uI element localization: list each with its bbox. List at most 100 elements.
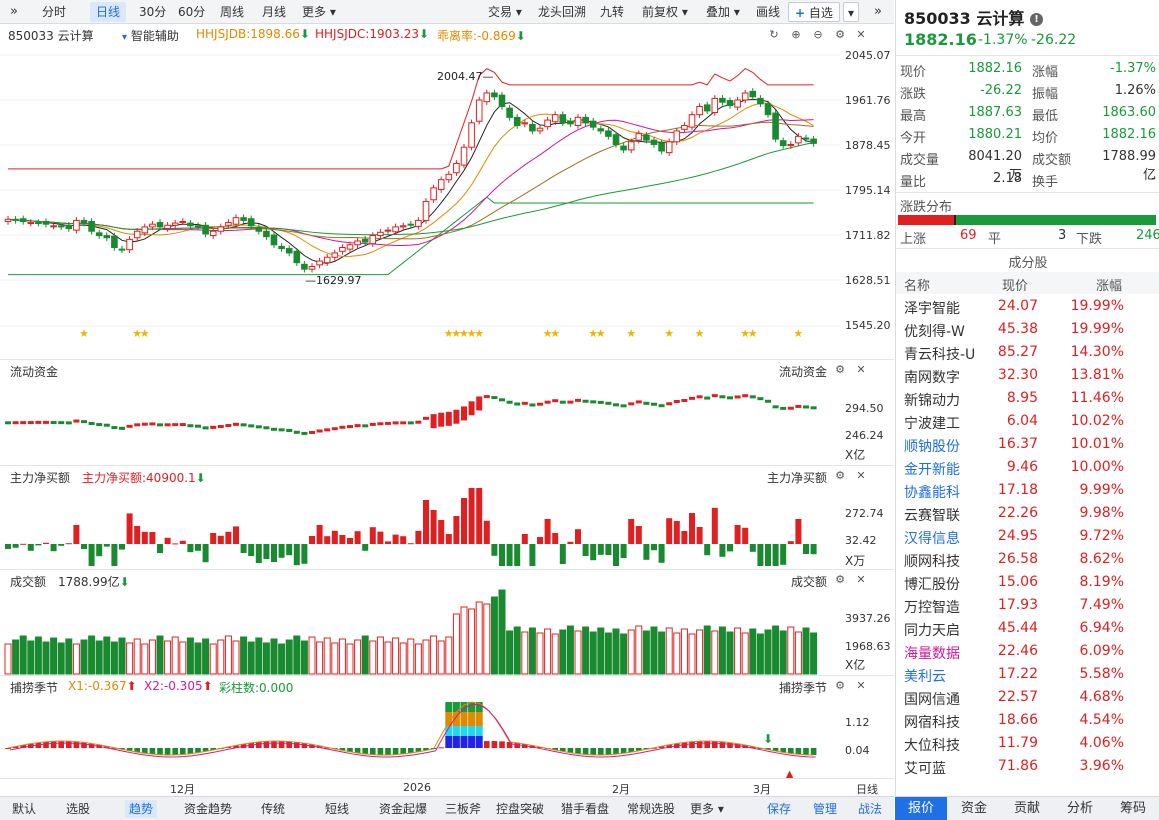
strategy-default[interactable]: 默认 — [12, 802, 37, 816]
y-tick: 1.12 — [845, 716, 870, 729]
strategy-stock-pick[interactable]: 选股 — [66, 802, 91, 816]
list-item[interactable]: 同力天启 45.44 6.94% — [896, 617, 1159, 640]
col-change[interactable]: 涨幅 — [1096, 279, 1123, 294]
trade-button[interactable]: 交易 ▾ — [488, 5, 522, 19]
strategy-control-break[interactable]: 控盘突破 — [496, 802, 545, 816]
candle-body — [392, 226, 399, 233]
list-item[interactable]: 海量数据 22.46 6.09% — [896, 640, 1159, 663]
liquidity-bar — [673, 400, 680, 404]
close-icon[interactable]: ✕ — [856, 573, 866, 586]
strategy-traditional[interactable]: 传统 — [261, 802, 286, 816]
strategy-fund-burst[interactable]: 资金起爆 — [379, 802, 428, 816]
list-item[interactable]: 南网数字 32.30 13.81% — [896, 364, 1159, 387]
info-icon[interactable]: ! — [1029, 13, 1043, 26]
tactics-button[interactable]: 战法 — [858, 802, 883, 816]
candle-body — [118, 248, 126, 251]
liquidity-bar — [217, 424, 224, 428]
zoom-in-icon[interactable]: ⊕ — [791, 28, 801, 41]
collapse-left-icon[interactable]: » — [10, 4, 18, 19]
strategy-short[interactable]: 短线 — [325, 802, 350, 816]
list-item[interactable]: 国网信通 22.57 4.68% — [896, 686, 1159, 709]
tab-analysis[interactable]: 分析 — [1066, 801, 1093, 816]
season-title-right: 捕捞季节 — [779, 681, 828, 695]
list-item[interactable]: 顺网科技 26.58 8.62% — [896, 548, 1159, 571]
list-item[interactable]: 艾可蓝 71.86 3.96% — [896, 755, 1159, 778]
tab-weekly[interactable]: 周线 — [220, 5, 245, 19]
settings-icon[interactable]: ⚙ — [835, 573, 845, 586]
more-periods-button[interactable]: 更多 ▾ — [302, 5, 336, 19]
refresh-icon[interactable]: ↻ — [769, 28, 779, 41]
strategy-fund-trend[interactable]: 资金趋势 — [184, 802, 233, 816]
tab-intraday[interactable]: 分时 — [42, 5, 67, 19]
tab-daily[interactable]: 日线 — [90, 2, 127, 22]
list-item[interactable]: 青云科技-U 85.27 14.30% — [896, 341, 1159, 364]
add-watchlist-button[interactable]: + 自选 — [788, 2, 840, 22]
strategy-hunter[interactable]: 猎手看盘 — [561, 802, 610, 816]
tab-30min[interactable]: 30分 — [139, 5, 167, 19]
settings-icon[interactable]: ⚙ — [835, 363, 845, 376]
turnover-bar — [566, 625, 574, 675]
list-item[interactable]: 泽宇智能 24.07 19.99% — [896, 295, 1159, 318]
leader-replay-button[interactable]: 龙头回溯 — [538, 5, 587, 19]
mainforce-bar — [392, 534, 399, 544]
tab-contribution[interactable]: 贡献 — [1013, 801, 1040, 816]
mainforce-bar — [514, 544, 521, 566]
mainforce-bar — [354, 531, 361, 544]
tab-chips[interactable]: 筹码 — [1119, 801, 1146, 816]
list-item[interactable]: 博汇股份 15.06 8.19% — [896, 571, 1159, 594]
close-icon[interactable]: ✕ — [856, 469, 866, 482]
nine-turn-button[interactable]: 九转 — [600, 5, 625, 19]
tab-fund[interactable]: 资金 — [960, 801, 987, 816]
stock-change: 11.46% — [1070, 390, 1124, 406]
strategy-more[interactable]: 更多 ▾ — [690, 802, 724, 816]
list-item[interactable]: 顺钠股份 16.37 10.01% — [896, 433, 1159, 456]
settings-icon[interactable]: ⚙ — [835, 679, 845, 692]
settings-icon[interactable]: ⚙ — [835, 469, 845, 482]
list-item[interactable]: 大位科技 11.79 4.06% — [896, 732, 1159, 755]
list-item[interactable]: 网宿科技 18.66 4.54% — [896, 709, 1159, 732]
list-item[interactable]: 汉得信息 24.95 9.72% — [896, 525, 1159, 548]
adjust-button[interactable]: 前复权 ▾ — [642, 5, 688, 19]
list-item[interactable]: 万控智造 17.93 7.49% — [896, 594, 1159, 617]
list-item[interactable]: 优刻得-W 45.38 19.99% — [896, 318, 1159, 341]
season-bar — [339, 748, 346, 751]
settings-icon[interactable]: ⚙ — [835, 28, 845, 41]
col-name[interactable]: 名称 — [904, 279, 931, 294]
liquidity-bar — [225, 423, 232, 427]
list-item[interactable]: 新锦动力 8.95 11.46% — [896, 387, 1159, 410]
y-tick: 32.42 — [845, 534, 877, 547]
turnover-bar — [346, 643, 354, 675]
collapse-right-icon[interactable]: » — [874, 4, 882, 19]
manage-button[interactable]: 管理 — [813, 802, 838, 816]
draw-line-button[interactable]: 画线 — [756, 5, 781, 19]
list-item[interactable]: 协鑫能科 17.18 9.99% — [896, 479, 1159, 502]
col-price[interactable]: 现价 — [1002, 279, 1029, 294]
tab-60min[interactable]: 60分 — [178, 5, 206, 19]
turnover-bar — [384, 641, 392, 675]
list-item[interactable]: 美利云 17.22 5.58% — [896, 663, 1159, 686]
stat-value: 1882.16 — [1102, 127, 1156, 142]
list-item[interactable]: 云赛智联 22.26 9.98% — [896, 502, 1159, 525]
strategy-three-axe[interactable]: 三板斧 — [445, 802, 482, 816]
y-tick: 1795.14 — [845, 184, 891, 197]
close-icon[interactable]: ✕ — [856, 363, 866, 376]
watchlist-dropdown-icon[interactable]: ▾ — [843, 2, 860, 22]
list-item[interactable]: 金开新能 9.46 10.00% — [896, 456, 1159, 479]
y-tick: 272.74 — [845, 507, 884, 520]
zoom-out-icon[interactable]: ⊖ — [813, 28, 823, 41]
smart-assist-toggle[interactable]: ▾ 智能辅助 — [122, 29, 179, 43]
save-button[interactable]: 保存 — [767, 802, 792, 816]
strategy-trend[interactable]: 趋势 — [125, 800, 158, 818]
close-icon[interactable]: ✕ — [856, 28, 866, 41]
overlay-button[interactable]: 叠加 ▾ — [706, 5, 740, 19]
tab-quote[interactable]: 报价 — [895, 797, 947, 820]
mainforce-bar — [233, 526, 239, 544]
list-item[interactable]: 宁波建工 6.04 10.02% — [896, 410, 1159, 433]
close-icon[interactable]: ✕ — [856, 679, 866, 692]
tab-monthly[interactable]: 月线 — [262, 5, 287, 19]
season-title: 捕捞季节 — [10, 681, 59, 695]
signal-star-icon: ★ — [626, 327, 636, 340]
turnover-bar — [642, 630, 650, 675]
season-color-bar — [445, 712, 453, 726]
strategy-regular[interactable]: 常规选股 — [627, 802, 676, 816]
